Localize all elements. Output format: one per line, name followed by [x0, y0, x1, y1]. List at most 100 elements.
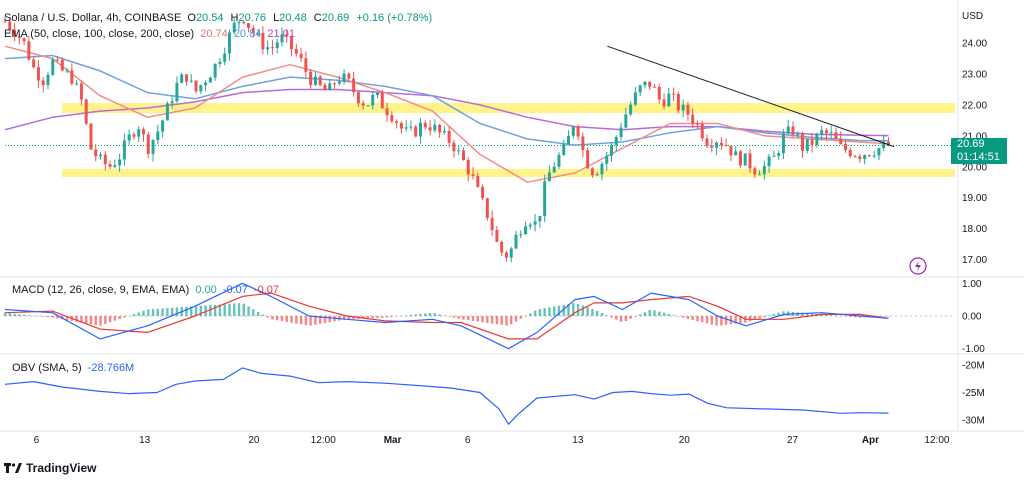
- macd-histogram-bar: [820, 314, 823, 316]
- candle-body: [409, 126, 413, 128]
- zones-layer: [5, 103, 955, 177]
- time-tick-label: 20: [248, 435, 260, 446]
- macd-histogram-bar: [89, 316, 93, 325]
- macd-histogram-bar: [724, 316, 728, 325]
- obv-legend[interactable]: OBV (SMA, 5) -28.766M: [12, 361, 137, 375]
- candle-body: [691, 114, 695, 124]
- candle-body: [32, 59, 36, 68]
- candles-layer: [3, 17, 890, 263]
- time-tick-label: Mar: [384, 435, 402, 446]
- macd-histogram-bar: [619, 316, 623, 322]
- candle-body: [715, 142, 719, 148]
- candle-body: [772, 155, 776, 157]
- macd-histogram-bar: [734, 316, 737, 324]
- macd-histogram-bar: [648, 310, 651, 316]
- price-tick-label: 24.00: [962, 39, 987, 50]
- macd-signal-line: [4, 292, 889, 340]
- price-tick-label: 22.00: [962, 100, 987, 111]
- macd-hist-value: 0.00: [195, 284, 217, 296]
- candle-body: [863, 155, 867, 159]
- macd-histogram-bar: [681, 316, 685, 318]
- price-tick-label: 23.00: [962, 70, 987, 81]
- candle-body: [266, 47, 270, 50]
- candle-body: [738, 151, 742, 166]
- macd-histogram-bar: [443, 315, 446, 316]
- macd-histogram-bar: [634, 316, 637, 317]
- lightning-icon: [909, 257, 927, 275]
- axis-layer: USD 24.00 23.00 22.00 21.00 20.00 19.00 18.00 17…: [34, 11, 988, 446]
- macd-histogram-bar: [166, 308, 169, 316]
- candle-body: [724, 145, 728, 147]
- candle-body: [614, 137, 618, 146]
- macd-label: MACD (12, 26, close, 9, EMA, EMA): [12, 284, 190, 296]
- candle-body: [543, 181, 547, 217]
- ema200-line: [4, 88, 889, 137]
- candle-body: [695, 123, 699, 125]
- candle-body: [753, 168, 757, 175]
- macd-histogram-bar: [142, 310, 145, 316]
- macd-histogram-bar: [643, 312, 647, 316]
- macd-histogram-bar: [810, 313, 814, 316]
- symbol-legend[interactable]: Solana / U.S. Dollar, 4h, COINBASE O20.5…: [4, 11, 435, 25]
- macd-histogram-bar: [65, 316, 69, 321]
- branding[interactable]: TradingView: [4, 461, 96, 475]
- candle-body: [208, 77, 212, 83]
- candle-body: [89, 123, 93, 150]
- candle-body: [676, 93, 680, 111]
- macd-histogram-bar: [371, 316, 374, 319]
- candle-body: [652, 86, 656, 88]
- candle-body: [648, 81, 652, 87]
- ema-label: EMA (50, close, 100, close, 200, close): [4, 28, 195, 40]
- macd-histogram-bar: [562, 304, 565, 316]
- candle-body: [232, 23, 236, 33]
- candle-body: [686, 104, 690, 115]
- ema-legend[interactable]: EMA (50, close, 100, close, 200, close) …: [4, 27, 298, 41]
- ema50-value: 20.74: [200, 28, 228, 40]
- candle-body: [834, 132, 838, 140]
- macd-histogram-bar: [285, 316, 288, 322]
- obv-label: OBV (SMA, 5): [12, 362, 82, 374]
- macd-histogram-bar: [701, 316, 704, 323]
- macd-histogram-bar: [519, 316, 522, 319]
- macd-tick-label: -1.00: [962, 344, 985, 355]
- candle-body: [576, 126, 580, 137]
- macd-histogram-bar: [615, 316, 618, 320]
- candle-body: [127, 134, 131, 141]
- candle-body: [729, 146, 733, 156]
- obv-tick-label: -20M: [962, 361, 985, 372]
- macd-histogram-bar: [132, 314, 136, 316]
- macd-legend[interactable]: MACD (12, 26, close, 9, EMA, EMA) 0.00 -…: [12, 283, 282, 297]
- macd-histogram-bar: [853, 316, 857, 318]
- macd-histogram-bar: [801, 312, 804, 316]
- candle-body: [189, 80, 193, 82]
- macd-histogram-bar: [591, 308, 594, 316]
- candle-body: [256, 33, 260, 35]
- macd-histogram-bar: [218, 304, 222, 316]
- macd-histogram-bar: [658, 311, 661, 316]
- macd-layer: [3, 282, 955, 350]
- candle-body: [328, 83, 332, 91]
- candle-body: [242, 21, 246, 24]
- candle-body: [590, 168, 594, 176]
- candle-body: [524, 226, 528, 235]
- candle-body: [681, 104, 685, 111]
- macd-histogram-bar: [204, 305, 207, 316]
- candle-body: [65, 70, 69, 72]
- candle-body: [633, 92, 637, 105]
- candle-body: [94, 149, 98, 157]
- obv-layer: [4, 367, 889, 425]
- price-tick-label: 21.00: [962, 131, 987, 142]
- candle-body: [51, 59, 55, 75]
- resistance-zone: [62, 103, 955, 114]
- macd-histogram-bar: [624, 316, 628, 322]
- macd-histogram-bar: [84, 316, 88, 324]
- macd-tick-label: 0.00: [962, 312, 982, 323]
- candle-body: [595, 174, 599, 176]
- macd-histogram-bar: [247, 306, 250, 316]
- macd-histogram-bar: [42, 316, 45, 317]
- candle-body: [275, 42, 279, 48]
- candle-body: [280, 34, 284, 43]
- candle-body: [471, 174, 475, 176]
- macd-histogram-bar: [3, 312, 7, 316]
